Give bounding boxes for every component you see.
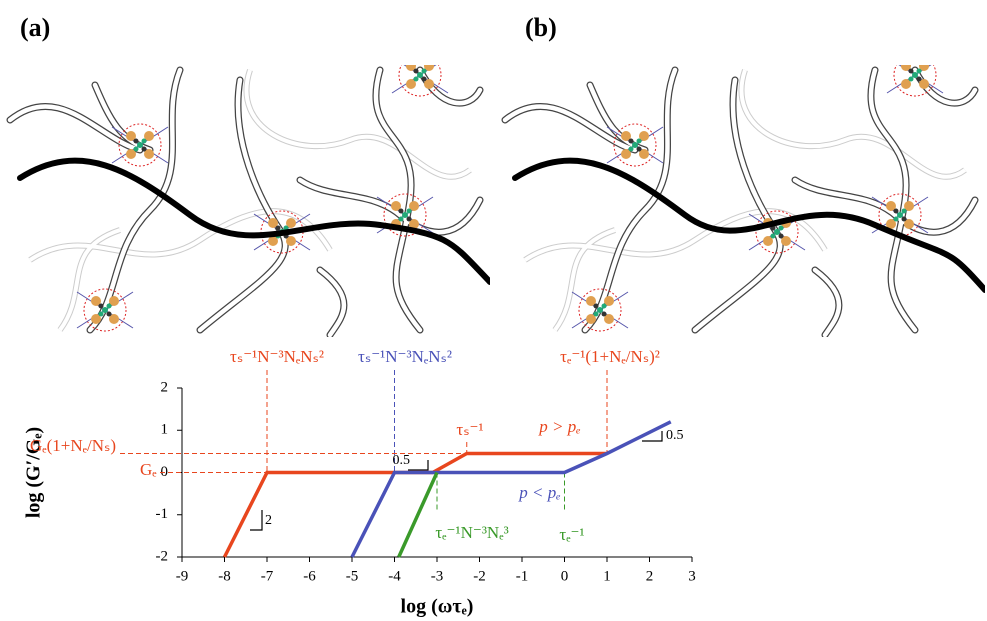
series-line (397, 471, 439, 558)
y-axis-label: log (G′/Gₑ) (23, 427, 45, 518)
y-tick-label: -2 (156, 548, 169, 564)
x-tick-label: -1 (516, 568, 529, 584)
annotation: 0.5 (666, 428, 684, 443)
slope-triangle (408, 460, 429, 471)
x-tick-label: 1 (603, 568, 611, 584)
x-tick-label: -8 (218, 568, 231, 584)
y-tick-label: 2 (161, 379, 169, 395)
chart: -2 -1 0 1 2 -9 -8 -7 -6 -5 -4 -3 -2 -1 0 1 2 3 log (ωτₑ) lo… (23, 347, 696, 618)
x-tick-label: -3 (431, 568, 444, 584)
annotation: Gₑ(1+Nₑ/Nₛ) (30, 436, 116, 455)
x-tick-label: -9 (176, 568, 189, 584)
x-tick-label: 2 (646, 568, 654, 584)
x-tick-label: 0 (561, 568, 569, 584)
y-tick-label: -1 (156, 506, 169, 522)
annotation: τₑ⁻¹N⁻³Nₑ³ (435, 523, 508, 542)
panel-label: (a) (20, 13, 50, 42)
series-line (222, 451, 607, 558)
x-axis-label: log (ωτₑ) (401, 596, 474, 618)
panel-label: (b) (525, 13, 557, 42)
y-tick-label: 1 (161, 422, 169, 438)
slope-triangle (642, 431, 663, 442)
annotation: τₛ⁻¹N⁻³NₑNₛ² (358, 347, 452, 366)
x-tick-label: -2 (473, 568, 486, 584)
annotation: p < pₑ (518, 483, 560, 502)
annotation: τₑ⁻¹(1+Nₑ/Nₛ)² (560, 347, 660, 366)
y-tick-label: 0 (161, 464, 169, 480)
x-tick-label: -4 (388, 568, 401, 584)
x-tick-label: -5 (346, 568, 359, 584)
annotation: 0.5 (393, 453, 411, 468)
x-tick-label: -7 (261, 568, 274, 584)
annotation: τₛ⁻¹ (456, 420, 483, 439)
x-tick-label: 3 (688, 568, 696, 584)
illustration-a (10, 54, 490, 335)
slope-triangle (250, 510, 263, 531)
illustration-b (505, 54, 985, 335)
annotation: Gₑ (140, 460, 157, 479)
annotation: 2 (265, 513, 272, 528)
annotation: τₑ⁻¹ (559, 525, 584, 544)
annotation: τₛ⁻¹N⁻³NₑNₛ² (230, 347, 324, 366)
x-tick-label: -6 (303, 568, 316, 584)
series-line (350, 420, 672, 558)
annotation: p > pₑ (538, 417, 580, 436)
